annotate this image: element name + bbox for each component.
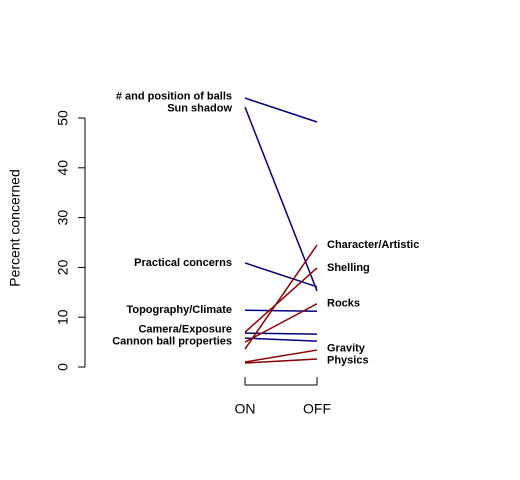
x-tick-label: OFF [303,401,331,417]
slope-line [244,332,318,335]
slope-line [244,262,318,288]
x-tick-label: ON [235,401,256,417]
series-label: Camera/Exposure [138,324,232,336]
slope-line [244,303,318,343]
series-label: # and position of balls [116,90,232,102]
y-tick-label: 40 [55,160,71,176]
slope-line [244,337,318,342]
series-label: Physics [327,354,369,366]
series-label: Character/Artistic [327,239,419,251]
slope-line [244,309,318,312]
series-label: Gravity [327,342,366,354]
slope-line [244,349,318,363]
y-tick-label: 20 [55,259,71,275]
slope-line [244,106,318,292]
y-axis-label: Percent concerned [7,169,23,287]
series-label: Topography/Climate [126,304,232,316]
series-label: Shelling [327,262,370,274]
slope-line [244,358,318,364]
y-tick-label: 30 [55,210,71,226]
series-label: Sun shadow [167,102,232,114]
series-label: Rocks [327,298,360,310]
slope-line [244,97,318,123]
y-tick-label: 10 [55,309,71,325]
series-label: Cannon ball properties [112,336,232,348]
y-tick-label: 0 [55,363,71,371]
slope-line [244,244,318,350]
series-label: Practical concerns [134,257,232,269]
slope-line [244,267,318,333]
y-tick-label: 50 [55,110,71,126]
